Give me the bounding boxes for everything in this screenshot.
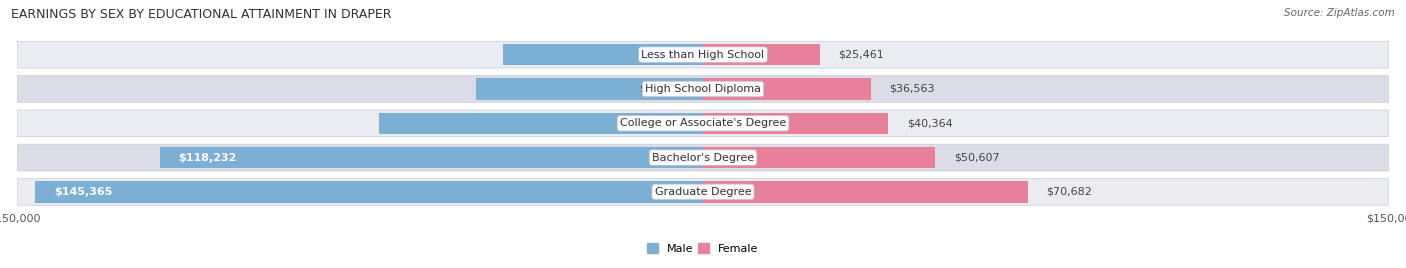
Bar: [380, 113, 703, 134]
FancyBboxPatch shape: [17, 178, 1389, 205]
Text: $43,512: $43,512: [638, 50, 685, 60]
Text: Graduate Degree: Graduate Degree: [655, 187, 751, 197]
Text: $25,461: $25,461: [838, 50, 884, 60]
Text: $36,563: $36,563: [890, 84, 935, 94]
Bar: [703, 44, 820, 65]
Text: $40,364: $40,364: [907, 118, 952, 128]
Text: $118,232: $118,232: [179, 152, 236, 163]
Bar: [703, 78, 870, 100]
Bar: [503, 44, 703, 65]
Bar: [160, 147, 703, 168]
FancyBboxPatch shape: [17, 144, 1389, 171]
Text: $50,607: $50,607: [953, 152, 1000, 163]
FancyBboxPatch shape: [17, 41, 1389, 68]
Text: Source: ZipAtlas.com: Source: ZipAtlas.com: [1284, 8, 1395, 18]
FancyBboxPatch shape: [17, 76, 1389, 102]
Text: Less than High School: Less than High School: [641, 50, 765, 60]
FancyBboxPatch shape: [17, 110, 1389, 137]
Text: High School Diploma: High School Diploma: [645, 84, 761, 94]
Legend: Male, Female: Male, Female: [643, 239, 763, 258]
Text: Bachelor's Degree: Bachelor's Degree: [652, 152, 754, 163]
Text: $70,456: $70,456: [638, 118, 685, 128]
Bar: [477, 78, 703, 100]
Bar: [703, 147, 935, 168]
Text: EARNINGS BY SEX BY EDUCATIONAL ATTAINMENT IN DRAPER: EARNINGS BY SEX BY EDUCATIONAL ATTAINMEN…: [11, 8, 392, 21]
Bar: [703, 181, 1028, 203]
Bar: [35, 181, 703, 203]
Bar: [703, 113, 889, 134]
Text: $70,682: $70,682: [1046, 187, 1092, 197]
Text: College or Associate's Degree: College or Associate's Degree: [620, 118, 786, 128]
Text: $145,365: $145,365: [53, 187, 112, 197]
Text: $49,333: $49,333: [638, 84, 685, 94]
